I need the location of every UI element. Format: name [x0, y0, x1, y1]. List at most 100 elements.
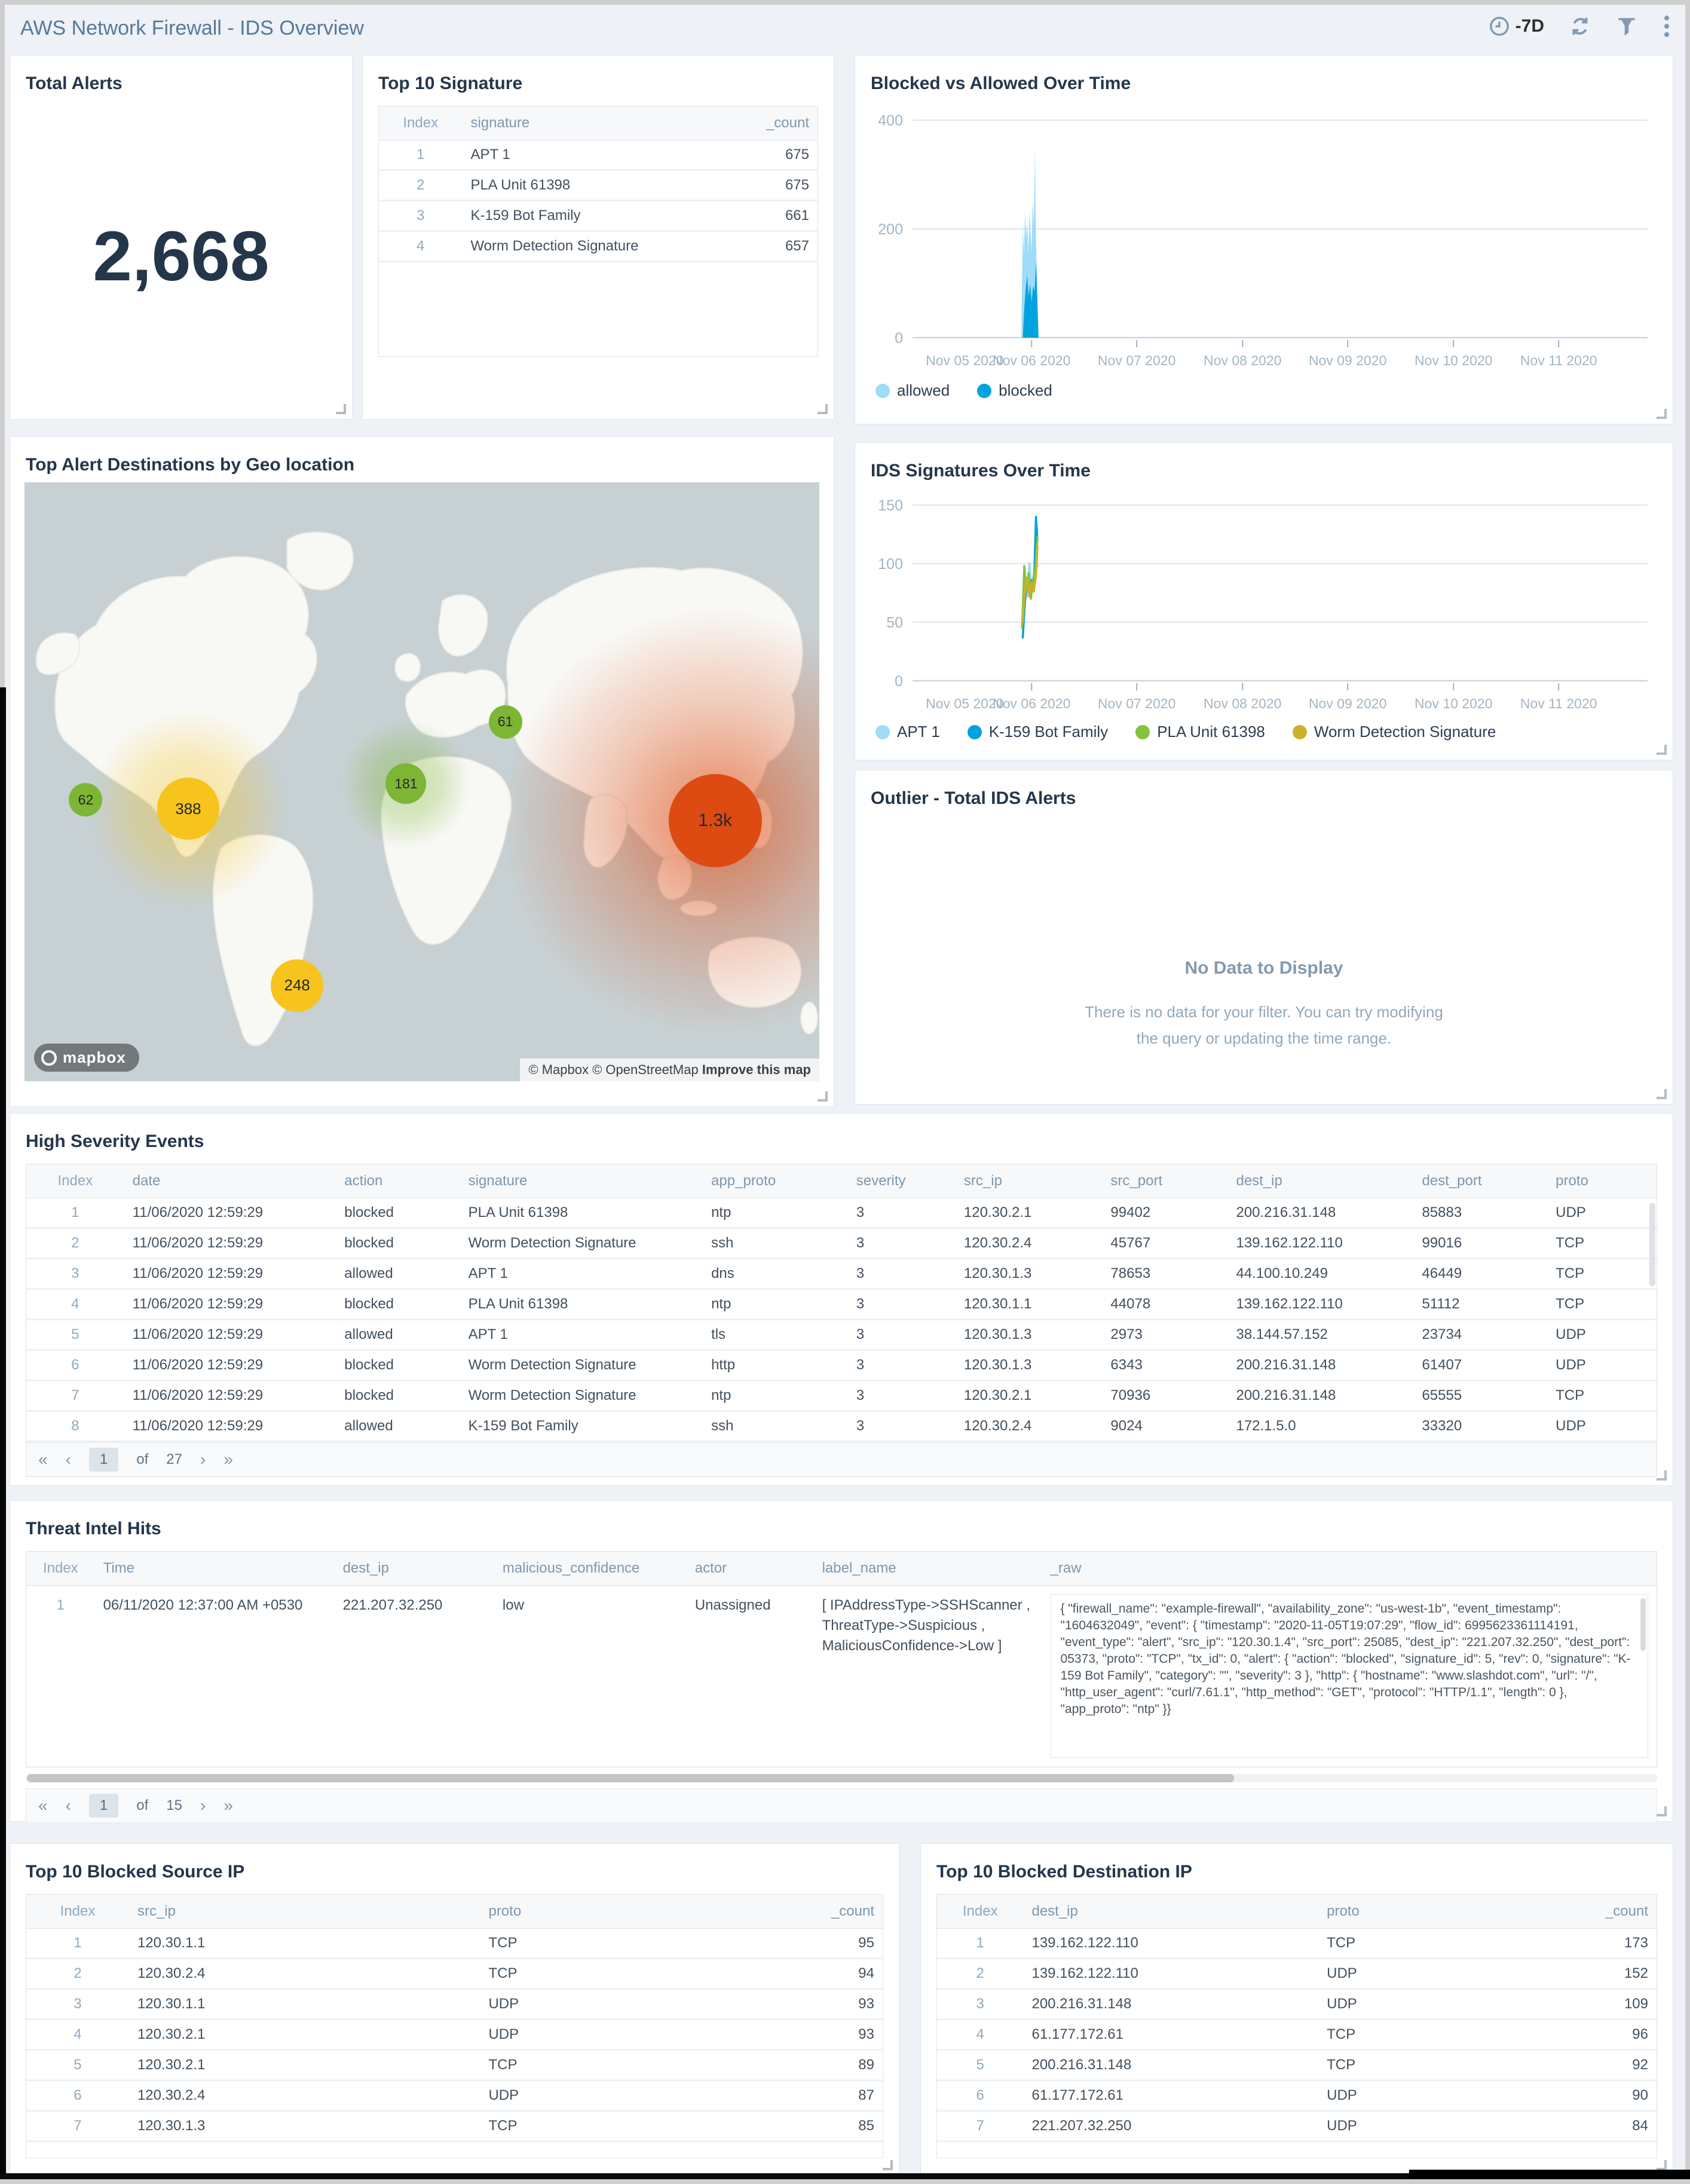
horizontal-scrollbar-track[interactable] — [0, 2173, 1690, 2179]
prev-page-button[interactable]: ‹ — [65, 1796, 71, 1815]
table-row: 2 PLA Unit 61398 675 — [379, 170, 818, 201]
prev-page-button[interactable]: ‹ — [65, 1450, 71, 1469]
last-page-button[interactable]: » — [224, 1450, 233, 1469]
table-row: 8 11/06/2020 12:59:29 allowed K-159 Bot Fam… — [26, 1411, 1657, 1442]
vertical-scrollbar-thumb[interactable] — [1640, 1598, 1646, 1651]
column-header[interactable]: Index — [379, 106, 463, 140]
column-header[interactable]: Index — [26, 1552, 95, 1586]
refresh-button[interactable] — [1569, 16, 1591, 37]
map-bubble[interactable]: 1.3k — [668, 774, 762, 868]
column-header[interactable]: date — [124, 1164, 336, 1198]
cell: 2 — [26, 1228, 124, 1259]
column-header[interactable]: src_port — [1102, 1164, 1228, 1198]
column-header[interactable]: app_proto — [703, 1164, 848, 1198]
panel-resize-handle[interactable] — [1657, 409, 1667, 419]
column-header[interactable]: src_ip — [128, 1895, 480, 1929]
column-header[interactable]: _count — [717, 106, 818, 140]
map-bubble[interactable]: 248 — [271, 959, 324, 1012]
map-bubble[interactable]: 62 — [69, 783, 103, 817]
last-page-button[interactable]: » — [224, 1796, 233, 1815]
column-header[interactable]: src_ip — [955, 1164, 1103, 1198]
panel-resize-handle[interactable] — [1657, 1806, 1667, 1816]
svg-text:Nov 07 2020: Nov 07 2020 — [1098, 353, 1175, 368]
column-header[interactable]: dest_port — [1413, 1164, 1548, 1198]
cell: 89 — [737, 2050, 883, 2081]
legend-label: K-159 Bot Family — [988, 723, 1109, 741]
horizontal-scrollbar-thumb[interactable] — [27, 1774, 1235, 1782]
legend-item[interactable]: PLA Unit 61398 — [1135, 723, 1265, 741]
column-header[interactable]: label_name — [813, 1552, 1042, 1586]
current-page[interactable]: 1 — [88, 1794, 119, 1818]
column-header[interactable]: action — [336, 1164, 460, 1198]
map-bubble[interactable]: 181 — [385, 763, 427, 804]
more-menu-button[interactable] — [1663, 14, 1671, 38]
column-header[interactable]: Index — [937, 1895, 1024, 1929]
legend-item[interactable]: APT 1 — [875, 723, 940, 741]
column-header[interactable]: proto — [1318, 1895, 1535, 1929]
world-map[interactable]: 62 388 181 61 248 1.3k mapbox © Mapbox © Open… — [25, 482, 819, 1081]
column-header[interactable]: Index — [26, 1895, 129, 1929]
panel-resize-handle[interactable] — [1657, 2160, 1667, 2170]
legend-item[interactable]: Worm Detection Signature — [1292, 723, 1496, 741]
cell: 109 — [1534, 1989, 1657, 2020]
legend-item[interactable]: K-159 Bot Family — [967, 723, 1109, 741]
time-range-control[interactable]: -7D — [1489, 16, 1544, 36]
panel-resize-handle[interactable] — [1657, 1470, 1667, 1481]
column-header[interactable]: severity — [847, 1164, 956, 1198]
vertical-scrollbar[interactable] — [1649, 1203, 1655, 1286]
column-header[interactable]: signature — [462, 106, 717, 140]
cell: TCP — [1547, 1380, 1657, 1412]
panel-resize-handle[interactable] — [818, 1091, 828, 1102]
panel-high-severity: High Severity Events Index date action sign… — [10, 1113, 1673, 1486]
cell: 120.30.1.1 — [128, 1989, 480, 2020]
svg-text:0: 0 — [895, 330, 903, 347]
column-header[interactable]: dest_ip — [334, 1552, 494, 1586]
panel-title: Outlier - Total IDS Alerts — [871, 788, 1076, 808]
next-page-button[interactable]: › — [200, 1450, 206, 1469]
first-page-button[interactable]: « — [38, 1450, 48, 1469]
cell: 4 — [937, 2019, 1024, 2051]
column-header[interactable]: signature — [460, 1164, 703, 1198]
next-page-button[interactable]: › — [200, 1796, 206, 1815]
cell: 2 — [937, 1958, 1024, 1990]
horizontal-scrollbar-segment[interactable] — [1409, 2170, 1690, 2179]
raw-log-cell[interactable]: { "firewall_name": "example-firewall", "… — [1050, 1594, 1648, 1758]
cell: 45767 — [1102, 1228, 1228, 1259]
top-signature-table: Index signature _count 1 APT 1 675 2 PLA Unit … — [379, 106, 818, 262]
column-header[interactable]: proto — [480, 1895, 737, 1929]
panel-title: Total Alerts — [26, 74, 123, 93]
filter-button[interactable] — [1616, 16, 1637, 37]
mapbox-logo[interactable]: mapbox — [34, 1044, 139, 1072]
column-header[interactable]: proto — [1547, 1164, 1657, 1198]
column-header[interactable]: dest_ip — [1023, 1895, 1319, 1929]
column-header[interactable]: actor — [686, 1552, 814, 1586]
improve-map-link[interactable]: Improve this map — [702, 1062, 811, 1077]
legend-item[interactable]: allowed — [875, 381, 950, 400]
panel-resize-handle[interactable] — [336, 404, 346, 414]
map-bubble[interactable]: 388 — [157, 778, 219, 840]
column-header[interactable]: _raw — [1042, 1552, 1657, 1586]
cell: 3 — [847, 1411, 956, 1442]
column-header[interactable]: Time — [94, 1552, 335, 1586]
cell: ntp — [703, 1198, 848, 1229]
cell: 11/06/2020 12:59:29 — [124, 1350, 336, 1381]
first-page-button[interactable]: « — [38, 1796, 48, 1815]
panel-resize-handle[interactable] — [1657, 1089, 1667, 1099]
attribution-text[interactable]: © Mapbox © OpenStreetMap — [528, 1062, 699, 1077]
horizontal-scrollbar[interactable] — [26, 1774, 1657, 1782]
cell: TCP — [1547, 1228, 1657, 1259]
table-container: Index date action signature app_proto severit… — [26, 1164, 1657, 1477]
panel-resize-handle[interactable] — [883, 2160, 893, 2170]
map-bubble[interactable]: 61 — [488, 705, 522, 739]
legend-item[interactable]: blocked — [977, 381, 1052, 400]
cell: APT 1 — [460, 1319, 703, 1351]
panel-resize-handle[interactable] — [1657, 745, 1667, 755]
column-header[interactable]: _count — [737, 1895, 883, 1929]
current-page[interactable]: 1 — [88, 1448, 119, 1472]
column-header[interactable]: Index — [26, 1164, 124, 1198]
panel-resize-handle[interactable] — [818, 404, 828, 414]
column-header[interactable]: dest_ip — [1227, 1164, 1414, 1198]
cell: TCP — [1547, 1289, 1657, 1320]
column-header[interactable]: _count — [1534, 1895, 1657, 1929]
column-header[interactable]: malicious_confidence — [494, 1552, 687, 1586]
